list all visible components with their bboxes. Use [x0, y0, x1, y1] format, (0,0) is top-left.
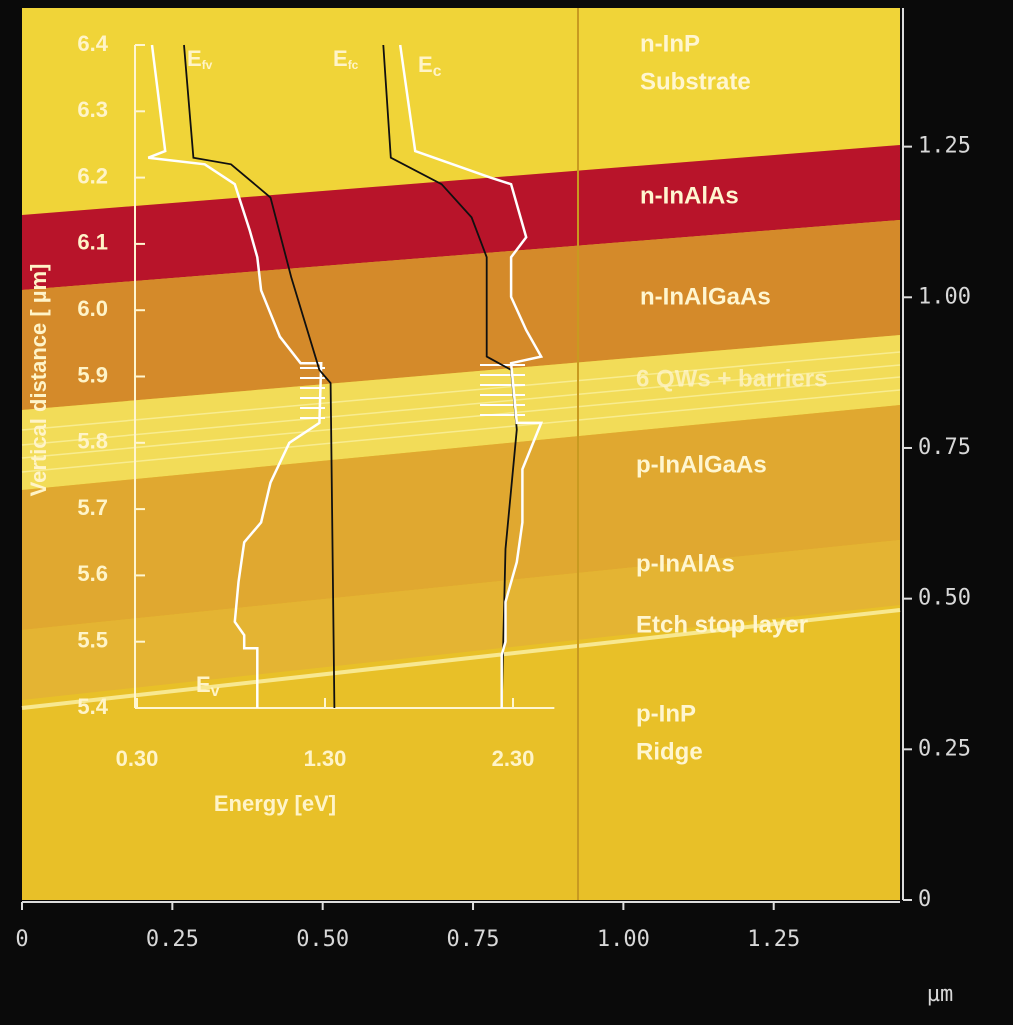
curve-label-main: E — [333, 46, 348, 71]
layer-label: Ridge — [636, 738, 703, 765]
y-tick-label: 6.1 — [77, 230, 108, 255]
y-tick-label: 1.25 — [918, 134, 971, 159]
y-tick-label: 6.2 — [77, 163, 108, 188]
y-tick-label: 6.3 — [77, 97, 108, 122]
layer-label: Substrate — [640, 68, 751, 95]
scan-image — [21, 8, 901, 900]
curve-label-sub: c — [433, 63, 442, 80]
y-tick-label: 5.8 — [77, 429, 108, 454]
band-curve — [183, 44, 336, 709]
band-curve — [147, 44, 323, 708]
curve-label-main: E — [418, 52, 433, 77]
etch-stop-line — [21, 608, 901, 710]
curve-label: Ec — [418, 52, 442, 80]
layer-label: Etch stop layer — [636, 611, 808, 638]
p-inalgaas-region — [22, 405, 900, 630]
qw-stripes — [21, 351, 901, 473]
y-tick-label: 6.4 — [77, 31, 108, 56]
y-tick-label: 0.75 — [918, 435, 971, 460]
p-inalas-region — [22, 540, 900, 700]
y-tick-label: 6.0 — [77, 296, 108, 321]
curve-label: Efc — [333, 46, 359, 72]
curve-label: Efv — [187, 46, 213, 72]
band-curve — [398, 44, 544, 708]
curve-label-main: E — [196, 672, 211, 697]
x-tick-label: 1.30 — [304, 746, 347, 771]
x-unit: µm — [927, 982, 954, 1007]
y-tick-label: 0.25 — [918, 736, 971, 761]
curve-label-sub: fv — [202, 58, 213, 72]
layer-label: n-InP — [640, 30, 700, 57]
band-curve — [382, 44, 518, 709]
curve-label-main: E — [187, 46, 202, 71]
y-axis-title: Vertical distance [ µm] — [26, 264, 51, 497]
x-tick-label: 0 — [15, 927, 28, 952]
x-tick-label: 1.25 — [747, 927, 800, 952]
layer-label: p-InP — [636, 700, 696, 727]
x-tick-label: 0.25 — [146, 927, 199, 952]
layer-label: p-InAlAs — [636, 550, 735, 577]
substrate-region — [22, 8, 900, 215]
curve-label-sub: fc — [348, 58, 359, 72]
inalas-region — [22, 145, 900, 290]
x-tick-label: 0.75 — [447, 927, 500, 952]
y-tick-label: 5.7 — [77, 495, 108, 520]
layer-label: n-InAlGaAs — [640, 283, 771, 310]
x-tick-label: 2.30 — [492, 746, 535, 771]
y-tick-label: 1.00 — [918, 284, 971, 309]
y-tick-label: 5.6 — [77, 561, 108, 586]
y-tick-label: 5.9 — [77, 362, 108, 387]
inalgaas-region — [22, 220, 900, 410]
curve-label: Ev — [196, 672, 220, 700]
layer-label: 6 QWs + barriers — [636, 365, 827, 392]
x-tick-label: 1.00 — [597, 927, 650, 952]
layer-label: n-InAlAs — [640, 182, 739, 209]
y-tick-label: 0 — [918, 887, 931, 912]
layer-label: p-InAlGaAs — [636, 451, 767, 478]
curve-label-sub: v — [211, 683, 220, 700]
y-tick-label: 0.50 — [918, 586, 971, 611]
x-tick-label: 0.30 — [116, 746, 159, 771]
x-axis-title: Energy [eV] — [214, 791, 336, 816]
x-tick-label: 0.50 — [296, 927, 349, 952]
y-tick-label: 5.5 — [77, 628, 108, 653]
y-tick-label: 5.4 — [77, 694, 108, 719]
